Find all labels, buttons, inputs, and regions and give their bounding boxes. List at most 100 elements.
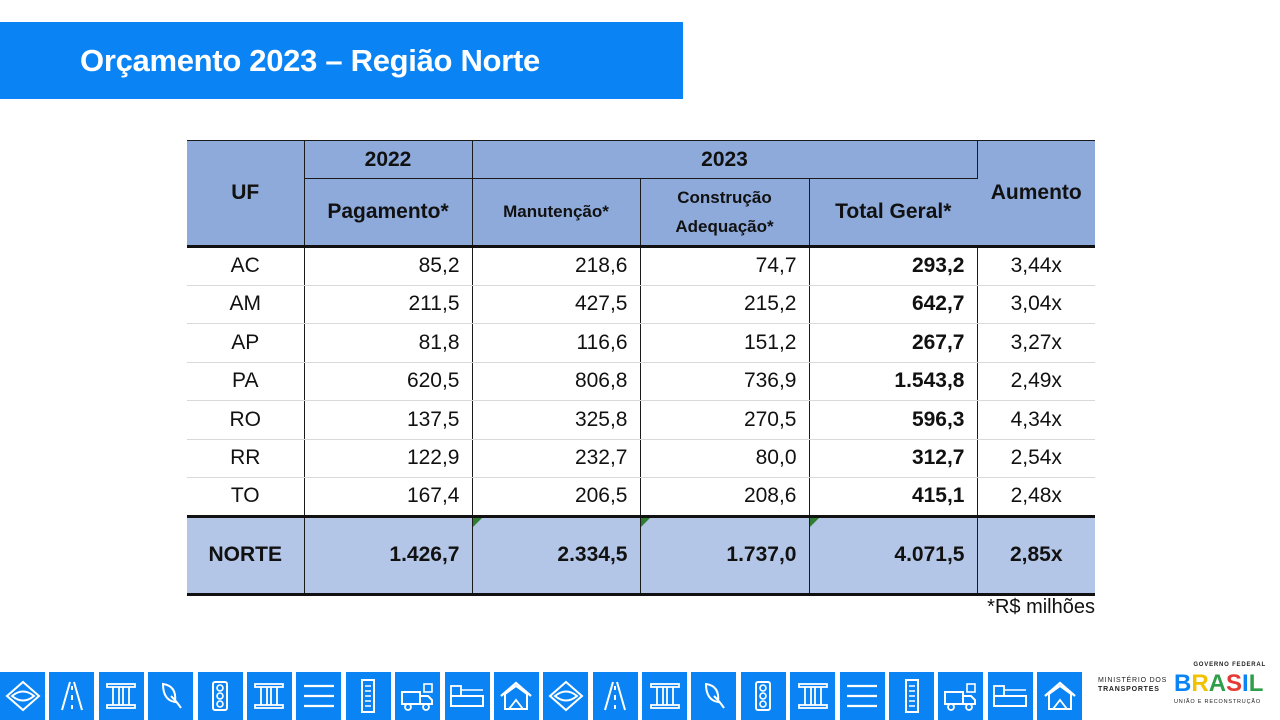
leaf-tile — [691, 672, 737, 720]
cell-maintenance: 218,6 — [472, 246, 641, 286]
header-construction-line1: Construção — [677, 188, 772, 207]
cell-payment: 211,5 — [304, 285, 473, 324]
header-uf: UF — [187, 140, 305, 248]
railway-tile — [889, 672, 935, 720]
gov-logo-letter: S — [1226, 670, 1243, 697]
bridge-tile — [98, 672, 144, 720]
cell-total: 1.543,8 — [809, 362, 978, 401]
cell-flag-marker — [809, 517, 819, 527]
truck-tile — [938, 672, 984, 720]
cell-uf: RO — [187, 400, 305, 440]
title-banner: Orçamento 2023 – Região Norte — [0, 22, 683, 99]
container-icon — [993, 685, 1028, 707]
cell-uf: AM — [187, 285, 305, 324]
traffic-light-tile — [740, 672, 786, 720]
ministry-logo: MINISTÉRIO DOS TRANSPORTES — [1098, 676, 1168, 694]
traffic-light-icon — [212, 681, 229, 711]
cell-increase: 3,27x — [977, 323, 1095, 363]
total-total-value: 4.071,5 — [894, 543, 965, 566]
house-tile — [1037, 672, 1083, 720]
lines-tile — [839, 672, 885, 720]
gov-logo-letter: I — [1242, 670, 1249, 697]
eye-diamond-icon — [548, 680, 584, 712]
cell-total: 596,3 — [809, 400, 978, 440]
header-maintenance: Manutenção* — [472, 178, 641, 248]
bridge-tile — [642, 672, 688, 720]
bridge-tile — [790, 672, 836, 720]
cell-increase: 2,49x — [977, 362, 1095, 401]
cell-construction: 80,0 — [640, 439, 810, 478]
truck-tile — [395, 672, 441, 720]
total-payment: 1.426,7 — [304, 514, 473, 596]
house-icon — [1043, 681, 1076, 710]
header-increase: Aumento — [977, 140, 1095, 248]
cell-payment: 137,5 — [304, 400, 473, 440]
bridge-tile — [246, 672, 292, 720]
table-row: RR 122,9 232,7 80,0 312,7 2,54x — [187, 439, 1095, 478]
cell-construction: 270,5 — [640, 400, 810, 440]
cell-total: 267,7 — [809, 323, 978, 363]
traffic-light-icon — [755, 681, 772, 711]
table-row: RO 137,5 325,8 270,5 596,3 4,34x — [187, 400, 1095, 440]
cell-construction: 215,2 — [640, 285, 810, 324]
header-year-2023: 2023 — [472, 140, 978, 179]
gov-logo-letter: R — [1191, 670, 1209, 697]
railway-tile — [345, 672, 391, 720]
cell-increase: 2,48x — [977, 477, 1095, 516]
cell-payment: 167,4 — [304, 477, 473, 516]
cell-construction: 151,2 — [640, 323, 810, 363]
total-construction: 1.737,0 — [640, 514, 810, 596]
house-tile — [493, 672, 539, 720]
header-total: Total Geral* — [809, 178, 977, 248]
total-total: 4.071,5 — [809, 514, 978, 596]
gov-logo-letter: A — [1208, 670, 1227, 697]
total-row: NORTE 1.426,7 2.334,5 1.737,0 4.071,5 2,… — [187, 514, 1095, 596]
cell-maintenance: 325,8 — [472, 400, 641, 440]
table-row: PA 620,5 806,8 736,9 1.543,8 2,49x — [187, 362, 1095, 401]
railway-icon — [904, 679, 919, 713]
lines-tile — [296, 672, 342, 720]
cell-construction: 208,6 — [640, 477, 810, 516]
gov-logo-bottom: UNIÃO E RECONSTRUÇÃO — [1174, 699, 1261, 705]
truck-icon — [943, 683, 976, 711]
cell-increase: 3,44x — [977, 246, 1095, 286]
cell-maintenance: 427,5 — [472, 285, 641, 324]
total-maintenance-value: 2.334,5 — [557, 543, 628, 566]
cell-maintenance: 206,5 — [472, 477, 641, 516]
total-uf: NORTE — [187, 514, 305, 596]
leaf-icon — [161, 682, 182, 709]
footnote: *R$ milhões — [987, 596, 1095, 618]
budget-table: UF 2022 2023 Aumento Pagamento* Manutenç… — [187, 140, 1095, 596]
cell-uf: AP — [187, 323, 305, 363]
traffic-light-tile — [197, 672, 243, 720]
lines-icon — [847, 684, 878, 708]
cell-flag-marker — [640, 517, 650, 527]
total-maintenance: 2.334,5 — [472, 514, 641, 596]
ministry-logo-line2: TRANSPORTES — [1098, 686, 1160, 693]
gov-logo-top: GOVERNO FEDERAL — [1193, 662, 1266, 668]
road-tile — [49, 672, 95, 720]
table-row: AM 211,5 427,5 215,2 642,7 3,04x — [187, 285, 1095, 324]
cell-payment: 81,8 — [304, 323, 473, 363]
bridge-icon — [254, 683, 285, 709]
road-icon — [604, 681, 627, 711]
lines-icon — [303, 684, 334, 708]
cell-construction: 736,9 — [640, 362, 810, 401]
gov-logo-letter: L — [1248, 670, 1264, 697]
cell-total: 415,1 — [809, 477, 978, 516]
gov-logo-word: B R A S I L — [1174, 671, 1266, 697]
cell-uf: TO — [187, 477, 305, 516]
eye-diamond-tile — [0, 672, 45, 720]
truck-icon — [400, 683, 433, 711]
table-row: AP 81,8 116,6 151,2 267,7 3,27x — [187, 323, 1095, 363]
cell-total: 293,2 — [809, 246, 978, 286]
cell-flag-marker — [472, 517, 482, 527]
road-icon — [60, 681, 83, 711]
table-row: AC 85,2 218,6 74,7 293,2 3,44x — [187, 246, 1095, 286]
header-construction: Construção Adequação* — [640, 178, 810, 248]
cell-uf: AC — [187, 246, 305, 286]
railway-icon — [361, 679, 376, 713]
total-increase: 2,85x — [977, 514, 1095, 596]
bridge-icon — [649, 683, 680, 709]
